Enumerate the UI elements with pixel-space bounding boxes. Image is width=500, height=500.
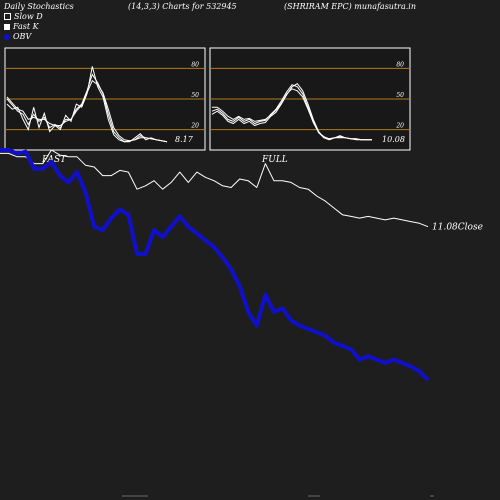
header-right: (SHRIRAM EPC) munafasutra.in xyxy=(284,2,417,11)
legend-fast-k: Fast K xyxy=(4,22,39,31)
panel-fast-label: FAST xyxy=(41,155,67,165)
close-value-label: 11.08Close xyxy=(432,223,483,233)
obv-line xyxy=(0,148,430,382)
panel-full-last-value: 10.08 xyxy=(382,135,405,144)
fast-k-swatch-icon xyxy=(4,23,10,30)
panel-full-ytick-label: 80 xyxy=(396,61,404,68)
panel-fast-last-value: 8.17 xyxy=(175,135,194,144)
panel-full-series-line-2 xyxy=(212,88,372,141)
obv-swatch-icon xyxy=(4,33,10,40)
header-center: (14,3,3) Charts for 532945 xyxy=(128,2,237,11)
panel-full-label: FULL xyxy=(261,155,288,165)
close-line xyxy=(0,149,429,228)
legend-slow-d: Slow D xyxy=(4,12,43,21)
header-left: Daily Stochastics xyxy=(4,2,74,11)
panel-full-ytick-label: 20 xyxy=(395,123,404,130)
panel-fast-ytick-label: 50 xyxy=(191,92,199,99)
panel-fast-ytick-label: 20 xyxy=(190,123,199,130)
legend-obv-label: OBV xyxy=(13,32,32,41)
slow-d-swatch-icon xyxy=(4,13,11,20)
panel-fast-series-line-1 xyxy=(6,73,168,143)
panel-fast-series-line-2 xyxy=(6,79,168,143)
legend-fast-k-label: Fast K xyxy=(13,22,39,31)
legend-slow-d-label: Slow D xyxy=(14,12,43,21)
panel-full-ytick-label: 50 xyxy=(396,92,404,99)
panel-fast-ytick-label: 80 xyxy=(191,61,199,68)
legend-obv: OBV xyxy=(4,32,31,41)
